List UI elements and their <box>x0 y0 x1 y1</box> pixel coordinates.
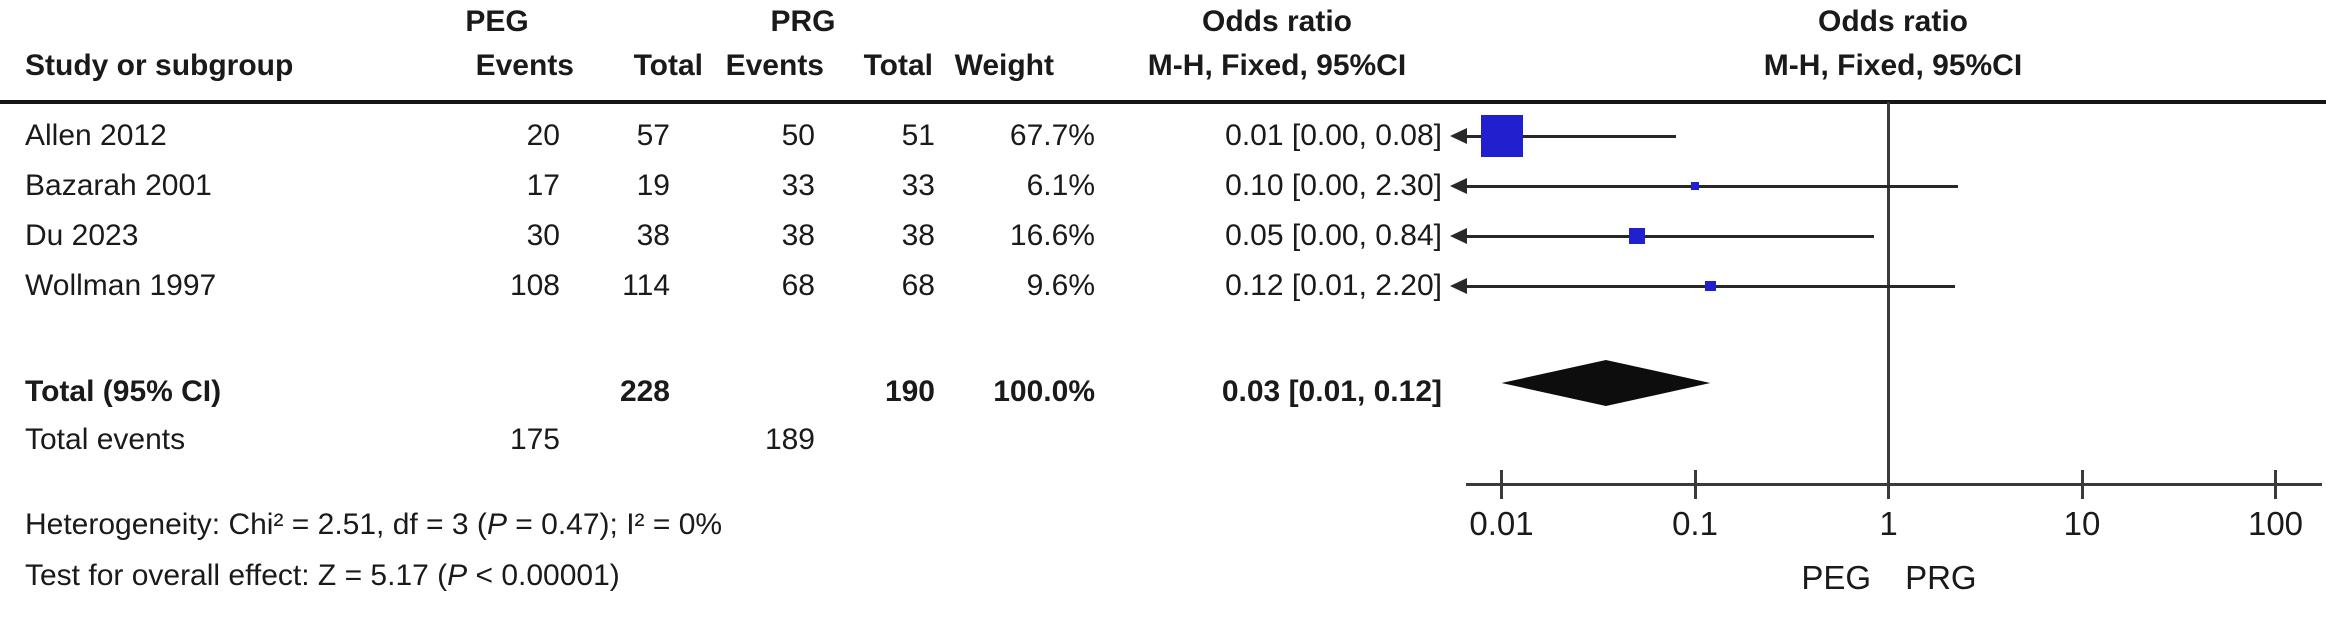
group-header-odds-ratio-right: Odds ratio <box>1817 5 1968 38</box>
prg-total: 33 <box>901 169 935 202</box>
total-peg-total: 228 <box>619 375 670 408</box>
axis-tick <box>2080 470 2084 499</box>
heterogeneity-text: Heterogeneity: Chi² = 2.51, df = 3 ( <box>25 508 487 541</box>
col-header-prg-events: Events <box>725 49 824 82</box>
axis-tick-label: 100 <box>2247 505 2304 542</box>
col-header-mh-fixed: M-H, Fixed, 95%CI <box>1147 49 1407 82</box>
prg-events: 38 <box>781 219 815 252</box>
heterogeneity-text-end: = 0.47); I² = 0% <box>506 508 723 541</box>
ci-left-arrow <box>1450 278 1467 294</box>
prg-events: 68 <box>781 269 815 302</box>
axis-tick <box>1500 470 1503 499</box>
axis-tick <box>1693 470 1697 499</box>
prg-total: 68 <box>901 269 935 302</box>
total-events-prg: 189 <box>764 423 815 456</box>
weight: 9.6% <box>1026 269 1095 302</box>
ci-line <box>1466 134 1677 138</box>
null-effect-line <box>1887 102 1890 483</box>
peg-events: 20 <box>526 119 560 152</box>
group-header-prg: PRG <box>770 5 836 38</box>
axis-tick <box>2274 470 2277 499</box>
weight: 6.1% <box>1026 169 1095 202</box>
peg-total: 114 <box>622 269 670 302</box>
x-axis <box>1466 483 2322 486</box>
total-events-peg: 175 <box>509 423 560 456</box>
col-header-peg-total: Total <box>633 49 703 82</box>
col-header-study: Study or subgroup <box>25 49 294 82</box>
group-header-odds-ratio-left: Odds ratio <box>1201 5 1352 38</box>
effect-square <box>1704 280 1716 292</box>
ci-left-arrow <box>1450 128 1467 144</box>
col-header-prg-total: Total <box>863 49 933 82</box>
study-name: Wollman 1997 <box>25 269 217 302</box>
overall-effect-text: Test for overall effect: Z = 5.17 ( <box>25 559 448 592</box>
p-symbol: P <box>486 508 507 541</box>
effect-square <box>1628 228 1645 244</box>
col-header-peg-events: Events <box>475 49 574 82</box>
study-name: Du 2023 <box>25 219 139 252</box>
favours-left-label: PEG <box>1801 559 1872 596</box>
weight: 67.7% <box>1009 119 1095 152</box>
ci-left-arrow <box>1450 178 1467 194</box>
total-weight: 100.0% <box>993 375 1095 408</box>
prg-events: 50 <box>781 119 815 152</box>
peg-events: 17 <box>526 169 560 202</box>
overall-effect-text-end: < 0.00001) <box>467 559 620 592</box>
peg-total: 19 <box>636 169 670 202</box>
or-ci-text: 0.01 [0.00, 0.08] <box>1225 119 1442 152</box>
effect-square <box>1480 115 1523 157</box>
group-header-peg: PEG <box>465 5 529 38</box>
peg-events: 108 <box>509 269 560 302</box>
study-name: Bazarah 2001 <box>25 169 212 202</box>
weight: 16.6% <box>1009 219 1095 252</box>
overall-effect-line: Test for overall effect: Z = 5.17 (P < 0… <box>25 558 1425 594</box>
axis-tick-label: 1 <box>1879 505 1898 542</box>
ci-left-arrow <box>1450 228 1467 244</box>
p-symbol: P <box>447 559 468 592</box>
axis-tick <box>1887 470 1890 499</box>
axis-tick-label: 0.1 <box>1672 505 1718 542</box>
heterogeneity-line: Heterogeneity: Chi² = 2.51, df = 3 (P = … <box>25 507 1425 543</box>
pooled-diamond <box>1501 360 1711 406</box>
effect-square <box>1691 182 1699 190</box>
favours-labels: PEG PRG <box>1689 558 2089 598</box>
total-events-label: Total events <box>25 423 186 456</box>
prg-events: 33 <box>781 169 815 202</box>
axis-tick-label: 0.01 <box>1469 505 1534 542</box>
prg-total: 51 <box>901 119 935 152</box>
total-label: Total (95% CI) <box>25 375 222 408</box>
or-ci-text: 0.10 [0.00, 2.30] <box>1225 169 1442 202</box>
total-or-ci-text: 0.03 [0.01, 0.12] <box>1221 375 1442 408</box>
col-header-mh-fixed-plot: M-H, Fixed, 95%CI <box>1763 49 2023 82</box>
favours-right-label: PRG <box>1905 559 1977 596</box>
or-ci-text: 0.12 [0.01, 2.20] <box>1225 269 1442 302</box>
or-ci-text: 0.05 [0.00, 0.84] <box>1225 219 1442 252</box>
header-divider <box>0 100 2326 104</box>
col-header-weight: Weight <box>954 49 1054 82</box>
ci-line <box>1466 234 1874 238</box>
axis-tick-label: 10 <box>2063 505 2101 542</box>
peg-total: 57 <box>636 119 670 152</box>
peg-events: 30 <box>526 219 560 252</box>
total-prg-total: 190 <box>884 375 935 408</box>
peg-total: 38 <box>636 219 670 252</box>
study-name: Allen 2012 <box>25 119 167 152</box>
prg-total: 38 <box>901 219 935 252</box>
ci-line <box>1466 184 1959 188</box>
